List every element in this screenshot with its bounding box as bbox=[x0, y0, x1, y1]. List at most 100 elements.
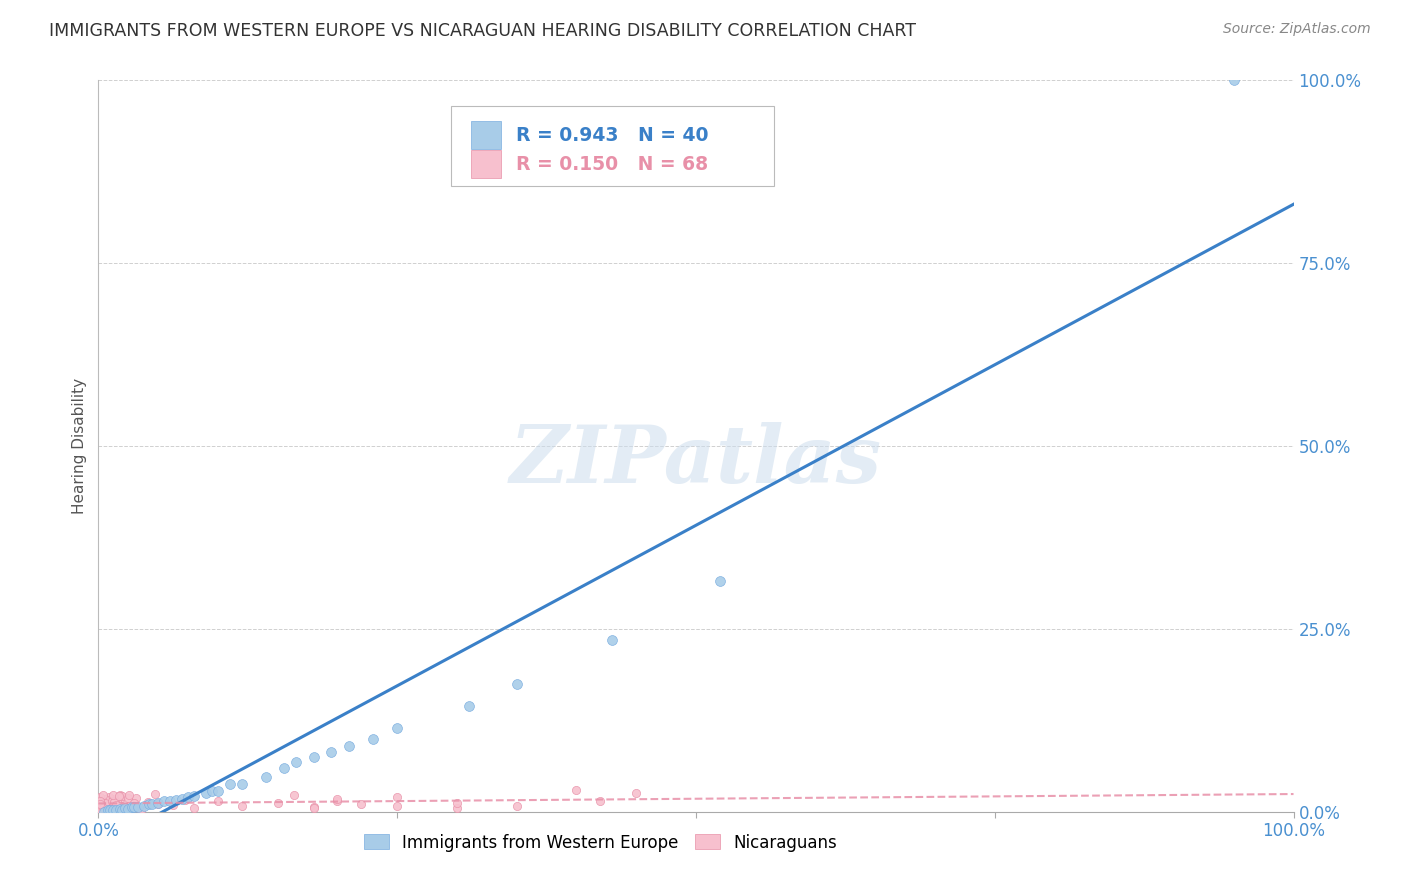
Point bbox=[89, 797, 111, 811]
Point bbox=[108, 788, 131, 802]
Point bbox=[118, 798, 141, 813]
Point bbox=[91, 801, 114, 815]
Point bbox=[446, 801, 468, 815]
Point bbox=[90, 800, 112, 814]
Text: R = 0.150   N = 68: R = 0.150 N = 68 bbox=[516, 155, 707, 174]
Point bbox=[177, 790, 200, 805]
Point bbox=[118, 788, 141, 802]
Point bbox=[91, 799, 114, 814]
Point bbox=[103, 795, 125, 809]
Point bbox=[207, 784, 229, 798]
Point bbox=[104, 794, 127, 808]
Point bbox=[458, 698, 481, 713]
Point bbox=[363, 731, 385, 746]
Point bbox=[141, 797, 163, 812]
Point bbox=[93, 797, 115, 811]
Point bbox=[114, 801, 136, 815]
Point bbox=[273, 761, 295, 775]
Point bbox=[105, 795, 128, 809]
Point bbox=[89, 801, 111, 815]
Point bbox=[350, 797, 373, 812]
Text: ZIPatlas: ZIPatlas bbox=[510, 422, 882, 500]
Point bbox=[97, 803, 120, 817]
Point bbox=[321, 745, 343, 759]
Point bbox=[103, 788, 125, 802]
Point bbox=[284, 755, 307, 769]
Point bbox=[231, 798, 253, 813]
Point bbox=[120, 799, 142, 814]
Point bbox=[98, 790, 121, 805]
Point bbox=[89, 794, 111, 808]
Y-axis label: Hearing Disability: Hearing Disability bbox=[72, 378, 87, 514]
Point bbox=[97, 803, 120, 817]
Point bbox=[94, 797, 117, 811]
Point bbox=[326, 794, 349, 808]
Point bbox=[97, 798, 120, 813]
Point bbox=[89, 789, 111, 804]
Point bbox=[506, 676, 529, 690]
Point bbox=[110, 790, 132, 805]
Point bbox=[103, 801, 125, 815]
Point bbox=[129, 803, 152, 817]
Point bbox=[110, 789, 132, 803]
Point bbox=[709, 574, 731, 589]
Point bbox=[90, 797, 112, 811]
Point bbox=[107, 805, 129, 819]
Point bbox=[132, 798, 155, 813]
Point bbox=[385, 790, 409, 805]
Point bbox=[385, 721, 409, 735]
Point bbox=[93, 798, 115, 813]
Point bbox=[122, 796, 145, 810]
Point bbox=[283, 789, 305, 803]
Point bbox=[91, 788, 114, 802]
Point bbox=[172, 791, 194, 805]
Point bbox=[165, 793, 187, 807]
Point bbox=[108, 789, 131, 803]
Point bbox=[101, 803, 124, 817]
Point bbox=[105, 803, 128, 817]
Point bbox=[93, 805, 115, 819]
Point bbox=[565, 782, 588, 797]
Point bbox=[195, 787, 218, 801]
Text: IMMIGRANTS FROM WESTERN EUROPE VS NICARAGUAN HEARING DISABILITY CORRELATION CHAR: IMMIGRANTS FROM WESTERN EUROPE VS NICARA… bbox=[49, 22, 917, 40]
Point bbox=[326, 791, 349, 805]
Bar bbox=[471, 121, 501, 149]
Point bbox=[219, 777, 242, 791]
Point bbox=[506, 798, 529, 813]
Point bbox=[124, 800, 146, 814]
Point bbox=[267, 796, 290, 810]
Point bbox=[98, 803, 122, 817]
Point bbox=[626, 787, 648, 801]
Point bbox=[1223, 73, 1246, 87]
Point bbox=[101, 794, 124, 808]
Point bbox=[174, 793, 197, 807]
Point bbox=[231, 777, 253, 791]
Point bbox=[153, 795, 176, 809]
Point bbox=[148, 796, 170, 810]
Point bbox=[98, 797, 121, 811]
Point bbox=[117, 791, 139, 805]
Point bbox=[90, 805, 112, 819]
Point bbox=[125, 791, 148, 805]
Point bbox=[127, 799, 149, 814]
Point bbox=[201, 784, 224, 798]
Point bbox=[148, 797, 170, 812]
Point bbox=[96, 805, 118, 819]
Point bbox=[162, 797, 184, 812]
Point bbox=[110, 799, 132, 814]
Text: R = 0.943   N = 40: R = 0.943 N = 40 bbox=[516, 126, 709, 145]
Point bbox=[302, 800, 325, 814]
Point bbox=[101, 792, 124, 806]
Point bbox=[117, 802, 139, 816]
Point bbox=[446, 796, 468, 810]
Point bbox=[183, 789, 205, 803]
Point bbox=[254, 770, 277, 784]
Point bbox=[89, 794, 111, 808]
Legend: Immigrants from Western Europe, Nicaraguans: Immigrants from Western Europe, Nicaragu… bbox=[357, 827, 844, 858]
Point bbox=[138, 797, 160, 812]
Point bbox=[302, 749, 325, 764]
Point bbox=[602, 632, 624, 647]
FancyBboxPatch shape bbox=[451, 106, 773, 186]
Point bbox=[105, 798, 128, 813]
Point bbox=[121, 800, 143, 814]
